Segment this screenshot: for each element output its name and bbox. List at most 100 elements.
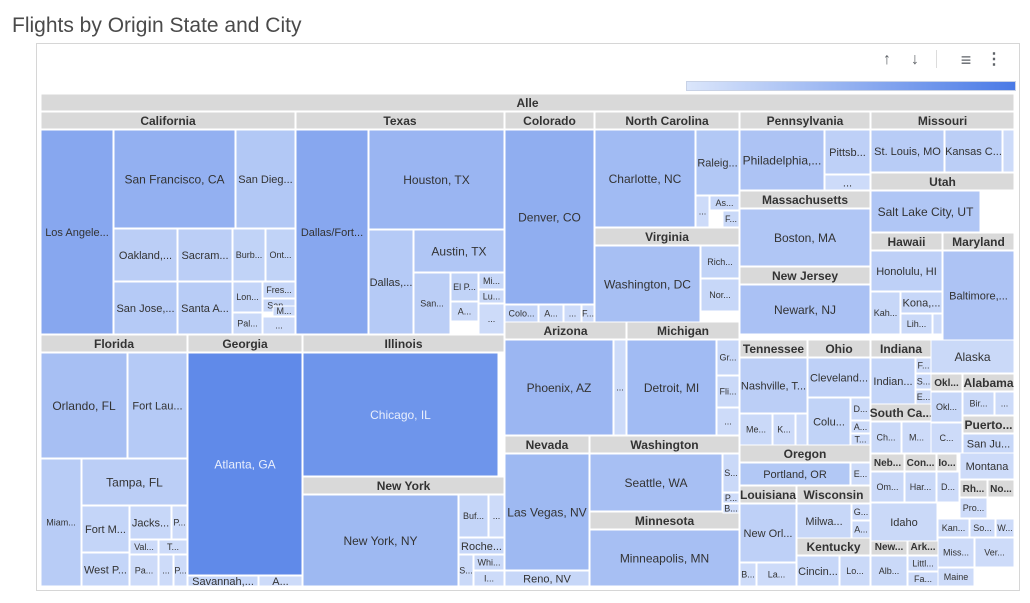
city-michigan-2-tile[interactable] — [716, 375, 740, 408]
state-header-california[interactable] — [40, 111, 296, 130]
city-california-9-tile[interactable] — [232, 281, 263, 313]
city-arizona-1-tile[interactable] — [613, 339, 627, 436]
city-iowa-0-tile[interactable] — [936, 471, 960, 503]
city-texas-9-tile[interactable] — [478, 303, 505, 335]
city-tennessee-1-tile[interactable] — [739, 413, 773, 446]
more-vert-icon[interactable]: ⋮ — [986, 51, 1002, 68]
city-wisconsin-1-tile[interactable] — [851, 503, 871, 521]
state-header-missouri[interactable] — [870, 111, 1015, 130]
state-header-puerto-rico[interactable] — [962, 415, 1015, 434]
city-nevada-1-tile[interactable] — [504, 570, 590, 587]
city-new-mexico-0-tile[interactable] — [870, 555, 908, 587]
city-new-york-3-tile[interactable] — [458, 537, 505, 555]
state-header-florida[interactable] — [40, 334, 188, 353]
city-new-jersey-0-tile[interactable] — [739, 284, 871, 335]
city-missouri-1-tile[interactable] — [944, 129, 1003, 173]
city-california-7-tile[interactable] — [113, 281, 178, 335]
state-header-new-jersey[interactable] — [739, 266, 871, 285]
city-louisiana-0-tile[interactable] — [739, 503, 797, 563]
city-florida-12-tile[interactable] — [173, 554, 188, 587]
city-oregon-1-tile[interactable] — [850, 462, 871, 486]
city-pennsylvania-1-tile[interactable] — [824, 129, 871, 175]
city-north-carolina-2-tile[interactable] — [709, 195, 740, 211]
city-louisiana-2-tile[interactable] — [756, 562, 797, 587]
state-header-pennsylvania[interactable] — [739, 111, 871, 130]
city-west-virginia-0-tile[interactable] — [995, 518, 1015, 538]
city-nebraska-0-tile[interactable] — [870, 471, 905, 503]
city-colorado-4-tile[interactable] — [581, 304, 595, 323]
city-ohio-1-tile[interactable] — [850, 397, 871, 421]
city-connecticut-0-tile[interactable] — [904, 471, 937, 503]
state-header-connecticut[interactable] — [904, 453, 937, 472]
city-georgia-0-tile[interactable] — [187, 352, 303, 576]
city-south-carolina-2-tile[interactable] — [930, 422, 963, 454]
city-arizona-0-tile[interactable] — [504, 339, 614, 436]
treemap-root-header[interactable] — [40, 93, 1015, 112]
city-washington-1-tile[interactable] — [722, 453, 740, 493]
city-louisiana-1-tile[interactable] — [739, 562, 757, 587]
state-header-maryland[interactable] — [942, 232, 1015, 251]
city-california-6-tile[interactable] — [265, 228, 296, 282]
city-florida-4-tile[interactable] — [81, 505, 130, 553]
city-missouri-0-tile[interactable] — [870, 129, 945, 173]
city-vermont-0-tile[interactable] — [974, 537, 1015, 568]
city-florida-1-tile[interactable] — [127, 352, 188, 459]
city-texas-5-tile[interactable] — [450, 272, 479, 302]
state-header-illinois[interactable] — [302, 334, 505, 353]
city-indiana-0-tile[interactable] — [870, 357, 916, 405]
city-california-5-tile[interactable] — [232, 228, 266, 282]
state-header-georgia[interactable] — [187, 334, 303, 353]
city-virginia-0-tile[interactable] — [594, 245, 701, 323]
city-north-carolina-0-tile[interactable] — [594, 129, 696, 228]
city-oregon-0-tile[interactable] — [739, 462, 851, 486]
city-michigan-1-tile[interactable] — [716, 339, 740, 376]
state-header-louisiana[interactable] — [739, 485, 797, 504]
city-alaska-0-tile[interactable] — [930, 339, 1015, 374]
state-header-new-hampshire[interactable] — [987, 479, 1015, 498]
city-tennessee-3-tile[interactable] — [795, 413, 808, 446]
city-kansas-0-tile[interactable] — [937, 518, 970, 538]
city-hawaii-4-tile[interactable] — [932, 313, 943, 335]
city-texas-8-tile[interactable] — [450, 301, 479, 322]
city-wisconsin-0-tile[interactable] — [796, 503, 852, 539]
city-california-4-tile[interactable] — [177, 228, 233, 282]
city-missouri-2-tile[interactable] — [1002, 129, 1015, 173]
city-hawaii-3-tile[interactable] — [900, 313, 933, 335]
city-texas-6-tile[interactable] — [478, 272, 505, 290]
state-header-texas[interactable] — [295, 111, 505, 130]
city-michigan-3-tile[interactable] — [716, 407, 740, 436]
city-ohio-4-tile[interactable] — [850, 433, 871, 446]
city-florida-3-tile[interactable] — [40, 458, 82, 587]
city-florida-8-tile[interactable] — [158, 539, 188, 555]
city-north-carolina-4-tile[interactable] — [695, 195, 710, 228]
city-hawaii-0-tile[interactable] — [870, 250, 943, 292]
city-south-dakota-0-tile[interactable] — [969, 518, 996, 538]
city-hawaii-1-tile[interactable] — [870, 291, 901, 335]
state-header-hawaii[interactable] — [870, 232, 943, 251]
city-minnesota-0-tile[interactable] — [589, 529, 740, 587]
city-maine-0-tile[interactable] — [937, 567, 975, 587]
city-oklahoma-0-tile[interactable] — [930, 391, 963, 423]
city-california-10-tile[interactable] — [262, 281, 296, 299]
city-tennessee-2-tile[interactable] — [772, 413, 796, 446]
city-california-14-tile[interactable] — [262, 316, 296, 335]
city-new-york-0-tile[interactable] — [302, 494, 459, 587]
city-illinois-0-tile[interactable] — [302, 352, 499, 477]
state-header-ohio[interactable] — [807, 339, 871, 358]
city-idaho-0-tile[interactable] — [870, 502, 938, 542]
state-header-new-york[interactable] — [302, 476, 505, 495]
state-header-rhode-island[interactable] — [959, 479, 988, 498]
city-mississippi-0-tile[interactable] — [937, 537, 975, 568]
city-california-3-tile[interactable] — [113, 228, 178, 282]
city-michigan-0-tile[interactable] — [626, 339, 717, 436]
state-header-nebraska[interactable] — [870, 453, 905, 472]
city-virginia-1-tile[interactable] — [700, 245, 740, 279]
city-kentucky-1-tile[interactable] — [839, 555, 871, 587]
city-south-carolina-0-tile[interactable] — [870, 421, 902, 454]
state-header-utah[interactable] — [870, 172, 1015, 191]
city-pennsylvania-0-tile[interactable] — [739, 129, 825, 191]
state-header-massachusetts[interactable] — [739, 190, 871, 209]
city-colorado-3-tile[interactable] — [563, 304, 582, 323]
city-wisconsin-2-tile[interactable] — [851, 520, 871, 539]
city-alabama-1-tile[interactable] — [994, 391, 1015, 416]
